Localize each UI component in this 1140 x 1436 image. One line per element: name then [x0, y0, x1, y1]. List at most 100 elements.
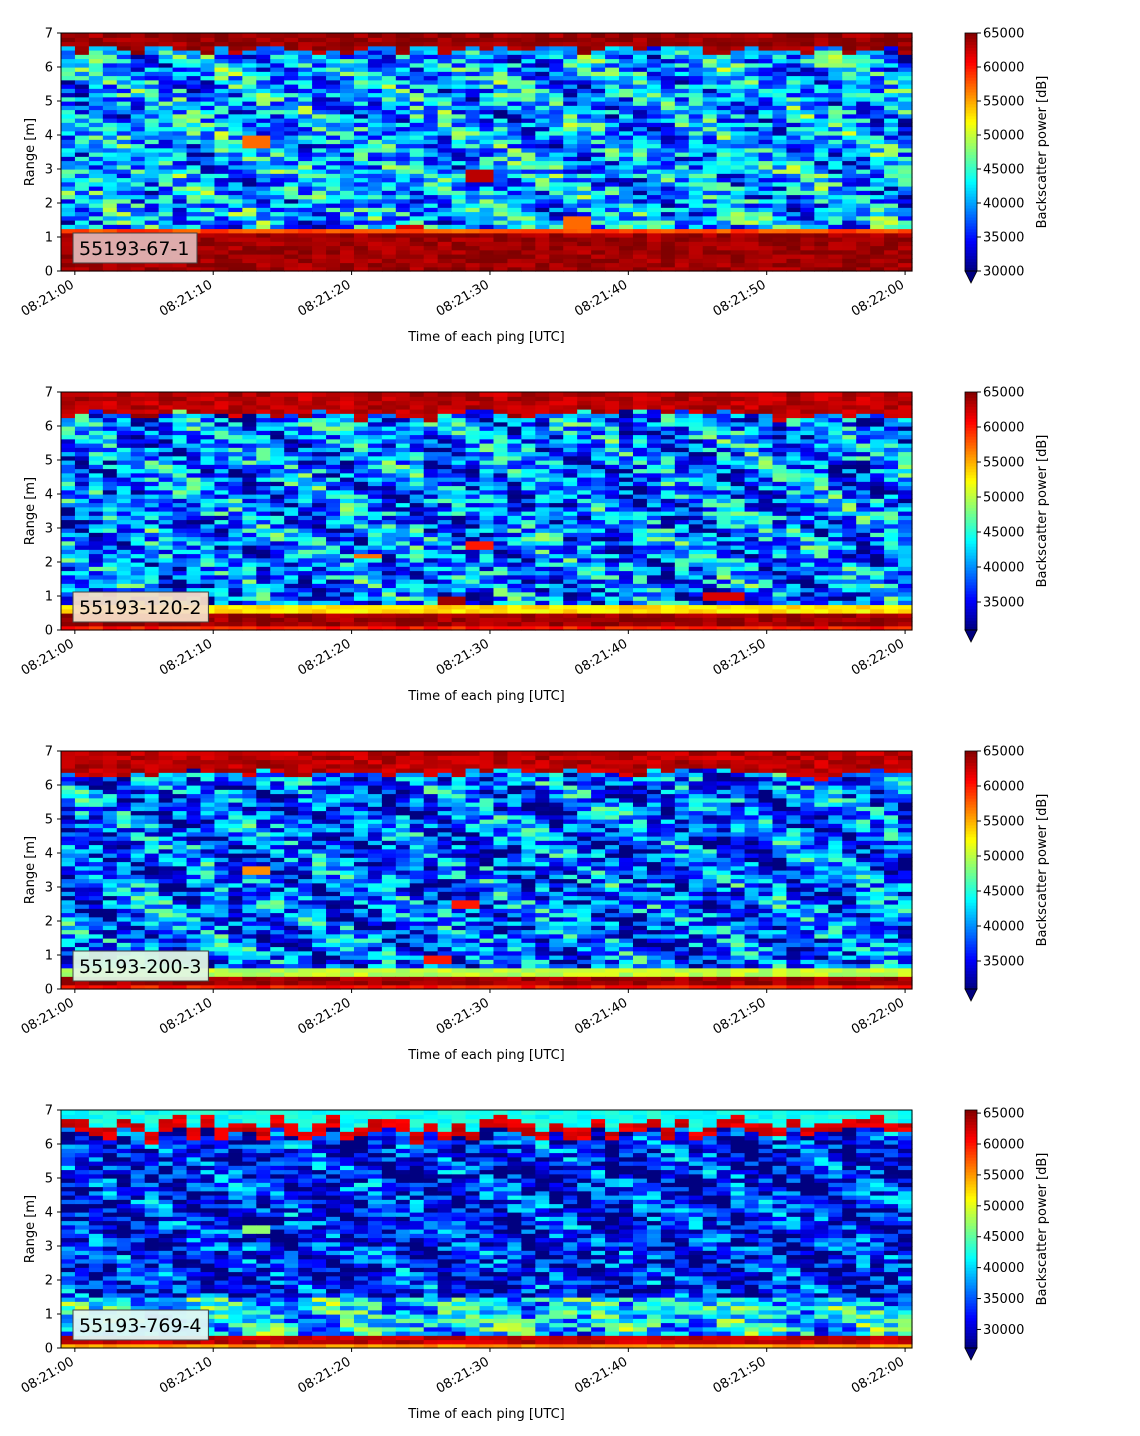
heatmap-cell: [381, 600, 397, 606]
heatmap-cell: [646, 203, 662, 208]
heatmap-cell: [828, 241, 843, 247]
heatmap-cell: [619, 215, 634, 221]
heatmap-cell: [451, 79, 467, 85]
heatmap-cell: [437, 50, 453, 55]
heatmap-cell: [214, 207, 230, 213]
heatmap-cell: [437, 237, 453, 242]
heatmap-cell: [200, 506, 216, 512]
heatmap-cell: [228, 109, 243, 115]
heatmap-cell: [130, 502, 146, 508]
heatmap-cell: [214, 494, 230, 499]
heatmap-cell: [102, 392, 118, 397]
heatmap-cell: [144, 139, 160, 145]
heatmap-cell: [340, 549, 355, 555]
heatmap-cell: [284, 169, 299, 174]
heatmap-cell: [632, 173, 648, 179]
heatmap-cell: [898, 126, 913, 132]
heatmap-cell: [479, 109, 495, 115]
heatmap-cell: [521, 211, 536, 217]
heatmap-cell: [898, 71, 913, 77]
heatmap-cell: [116, 101, 132, 106]
heatmap-cell: [381, 625, 397, 631]
heatmap-cell: [256, 203, 271, 208]
heatmap-cell: [591, 122, 606, 128]
heatmap-cell: [507, 54, 522, 60]
heatmap-cell: [284, 413, 299, 419]
heatmap-cell: [702, 37, 718, 43]
heatmap-cell: [605, 241, 620, 247]
heatmap-cell: [312, 203, 327, 208]
heatmap-cell: [884, 254, 899, 259]
heatmap-cell: [716, 96, 732, 102]
heatmap-cell: [507, 258, 522, 264]
heatmap-cell: [828, 58, 843, 64]
heatmap-cell: [632, 96, 648, 102]
heatmap-cell: [744, 67, 760, 72]
heatmap-cell: [870, 113, 885, 119]
colorbar-step: [965, 262, 977, 266]
heatmap-cell: [493, 126, 509, 132]
heatmap-cell: [758, 130, 774, 136]
heatmap-cell: [702, 164, 718, 170]
heatmap-cell: [702, 84, 718, 89]
heatmap-cell: [828, 37, 843, 43]
heatmap-cell: [256, 600, 271, 606]
heatmap-cell: [758, 249, 774, 255]
heatmap-cell: [381, 566, 397, 572]
heatmap-cell: [200, 485, 216, 491]
heatmap-cell: [228, 413, 243, 419]
heatmap-cell: [619, 258, 634, 264]
heatmap-cell: [786, 215, 801, 221]
heatmap-cell: [814, 105, 829, 111]
heatmap-cell: [688, 130, 704, 136]
heatmap-cell: [744, 126, 760, 132]
heatmap-cell: [130, 113, 146, 119]
heatmap-cell: [312, 604, 327, 610]
heatmap-cell: [660, 88, 676, 94]
heatmap-cell: [102, 156, 118, 162]
heatmap-cell: [800, 220, 815, 225]
heatmap-cell: [61, 105, 76, 111]
heatmap-cell: [312, 122, 327, 128]
heatmap-cell: [130, 160, 146, 166]
heatmap-cell: [256, 135, 271, 140]
heatmap-cell: [535, 147, 550, 153]
heatmap-cell: [870, 177, 885, 183]
heatmap-cell: [214, 92, 230, 98]
heatmap-cell: [186, 447, 202, 453]
heatmap-cell: [312, 266, 327, 272]
heatmap-cell: [549, 228, 564, 234]
heatmap-cell: [116, 404, 132, 410]
heatmap-cell: [326, 135, 341, 140]
heatmap-cell: [228, 528, 243, 533]
heatmap-cell: [730, 249, 746, 255]
heatmap-cell: [423, 211, 439, 217]
heatmap-cell: [353, 489, 369, 495]
heatmap-cell: [200, 489, 216, 495]
heatmap-cell: [800, 152, 815, 157]
heatmap-cell: [214, 613, 230, 618]
heatmap-cell: [870, 122, 885, 128]
heatmap-cell: [479, 37, 495, 43]
heatmap-cell: [256, 447, 271, 453]
heatmap-cell: [144, 88, 160, 94]
heatmap-cell: [367, 41, 383, 47]
heatmap-cell: [549, 37, 564, 43]
heatmap-cell: [284, 45, 299, 51]
heatmap-cell: [228, 45, 243, 51]
heatmap-cell: [340, 409, 355, 414]
heatmap-cell: [688, 122, 704, 128]
heatmap-cell: [702, 41, 718, 47]
heatmap-cell: [242, 604, 257, 610]
heatmap-cell: [465, 160, 481, 166]
heatmap-cell: [102, 118, 118, 123]
heatmap-cell: [312, 574, 327, 580]
heatmap-cell: [716, 181, 732, 187]
heatmap-cell: [270, 45, 285, 51]
heatmap-cell: [284, 152, 299, 157]
heatmap-cell: [758, 258, 774, 264]
heatmap-cell: [284, 451, 299, 457]
heatmap-cell: [772, 41, 788, 47]
heatmap-cell: [353, 396, 369, 402]
